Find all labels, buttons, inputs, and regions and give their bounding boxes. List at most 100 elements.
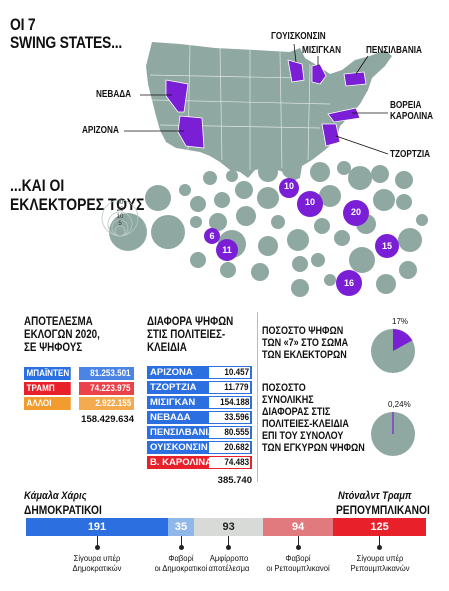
legend-text: Αμφίρροπο αποτέλεσμα bbox=[193, 553, 265, 573]
bubble-swing-6 bbox=[375, 234, 399, 258]
legend-dot bbox=[377, 545, 383, 550]
legend-tick bbox=[379, 536, 381, 546]
state-bubbles bbox=[109, 161, 428, 297]
results-row-fill bbox=[79, 382, 134, 395]
diff-row-value: 33.596 bbox=[224, 412, 249, 423]
bubble-label-2: 10 bbox=[304, 197, 315, 207]
diff-row-value: 80.555 bbox=[224, 427, 249, 438]
diff-row-value: 154.188 bbox=[219, 397, 249, 408]
pennsylvania-shape bbox=[343, 71, 367, 87]
legend-line: Αμφίρροπο bbox=[209, 553, 248, 563]
scale-legend-labels: 40 20 10 5 bbox=[116, 200, 124, 227]
dem-candidate-name: Κάμαλα Χάρις bbox=[24, 490, 87, 502]
legend-line: οι Ρεπουμπλικανοί bbox=[266, 563, 330, 573]
legend-line: Φαβορί bbox=[285, 553, 311, 563]
diff-row-value-box bbox=[209, 457, 250, 468]
diff-row-value-box bbox=[209, 397, 250, 408]
pie1-text: ΠΟΣΟΣΤΟ ΨΗΦΩΝ ΤΩΝ «7» ΣΤΟ ΣΩΜΑ ΤΩΝ ΕΚΛΕΚ… bbox=[262, 325, 349, 361]
diff-row: ΠΕΝΣΙΛΒΑΝΙΑ 80.555 bbox=[147, 426, 252, 439]
wisconsin-shape bbox=[287, 59, 305, 83]
pie1-percent: 17% bbox=[392, 317, 409, 326]
electoral-bar-segment: 94 bbox=[263, 518, 334, 536]
wisconsin-leader bbox=[293, 43, 297, 63]
diff-row-value-box bbox=[209, 427, 250, 438]
results-heading: ΑΠΟΤΕΛΕΣΜΑ ΕΚΛΟΓΩΝ 2020, ΣΕ ΨΗΦΟΥΣ bbox=[24, 314, 100, 354]
dem-party-label: ΔΗΜΟΚΡΑΤΙΚΟΙ bbox=[24, 503, 102, 517]
diff-row-value-box bbox=[209, 367, 250, 378]
legend-text: Σίγουρα υπέρ Δημοκρατικών bbox=[61, 553, 133, 573]
georgia-leader bbox=[335, 135, 389, 155]
legend-dot bbox=[178, 545, 184, 550]
diff-row-value: 20.682 bbox=[224, 442, 249, 453]
results-row-value: 81.253.501 bbox=[90, 368, 131, 379]
legend-line: οι Δημοκρατικοί bbox=[154, 563, 208, 573]
georgia-label: ΤΖΟΡΤΖΙΑ bbox=[390, 149, 431, 160]
electoral-bar-segment: 93 bbox=[194, 518, 264, 536]
legend-dot bbox=[226, 545, 232, 550]
wisconsin-label: ΓΟΥΙΣΚΟΝΣΙΝ bbox=[271, 31, 326, 42]
legend-tick bbox=[96, 536, 98, 546]
north-carolina-shape bbox=[327, 107, 361, 123]
page-title: ΟΙ 7 SWING STATES... bbox=[10, 15, 122, 52]
results-total: 158.429.634 bbox=[81, 414, 134, 425]
rep-party-label: ΡΕΠΟΥΜΠΛΙΚΑΝΟΙ bbox=[336, 503, 430, 517]
bubble-label-4: 6 bbox=[209, 231, 215, 241]
results-row-fill bbox=[79, 367, 134, 380]
legend-tick bbox=[228, 536, 230, 546]
diff-row: ΝΕΒΑΔΑ 33.596 bbox=[147, 411, 252, 424]
pie2-chart bbox=[371, 412, 415, 456]
results-row: ΑΛΛΟΙ 2.922.155 bbox=[24, 397, 134, 410]
pennsylvania-leader bbox=[355, 55, 369, 75]
bubble-swing-1 bbox=[279, 178, 299, 198]
bubble-label-6: 15 bbox=[381, 241, 392, 251]
legend-dot bbox=[94, 545, 100, 550]
legend-text: Φαβορί οι Δημοκρατικοί bbox=[145, 553, 217, 573]
results-row-value: 74.223.975 bbox=[90, 383, 131, 394]
pie1-chart bbox=[371, 329, 415, 373]
diff-row: ΜΙΣΙΓΚΑΝ 154.188 bbox=[147, 396, 252, 409]
rep-candidate-name: Ντόναλντ Τραμπ bbox=[338, 490, 412, 502]
legend-text: Σίγουρα υπέρ Ρεπουμπλικανών bbox=[344, 553, 416, 573]
bubble-swing-7 bbox=[336, 270, 362, 296]
bubble-swing-5 bbox=[216, 239, 238, 261]
diff-heading: ΔΙΑΦΟΡΑ ΨΗΦΩΝ ΣΤΙΣ ΠΟΛΙΤΕΙΕΣ- ΚΛΕΙΔΙΑ bbox=[147, 314, 234, 354]
legend-tick bbox=[297, 536, 299, 546]
bubble-swing-4 bbox=[204, 228, 220, 244]
diff-row: ΤΖΟΡΤΖΙΑ 11.779 bbox=[147, 381, 252, 394]
results-row-label: ΜΠΑΪΝΤΕΝ bbox=[24, 367, 71, 380]
legend-line: Δημοκρατικών bbox=[72, 563, 122, 573]
diff-total: 385.740 bbox=[217, 475, 252, 486]
legend-text: Φαβορί οι Ρεπουμπλικανοί bbox=[262, 553, 334, 573]
diff-row-value: 74.483 bbox=[224, 457, 249, 468]
arizona-shape bbox=[177, 115, 205, 149]
results-row: ΜΠΑΪΝΤΕΝ 81.253.501 bbox=[24, 367, 134, 380]
nevada-shape bbox=[165, 79, 189, 113]
georgia-shape bbox=[321, 123, 341, 147]
results-row-value: 2.922.155 bbox=[95, 398, 131, 409]
electoral-bar-segment: 191 bbox=[26, 518, 168, 536]
nevada-label: ΝΕΒΑΔΑ bbox=[96, 89, 132, 100]
north-carolina-label: ΒΟΡΕΙΑ ΚΑΡΟΛΙΝΑ bbox=[390, 100, 434, 122]
diff-row-value: 11.779 bbox=[224, 382, 249, 393]
bubble-label-7: 16 bbox=[343, 278, 354, 288]
electoral-bar-segment: 125 bbox=[333, 518, 426, 536]
diff-row-value-box bbox=[209, 382, 250, 393]
arizona-label: ΑΡΙΖΟΝΑ bbox=[82, 125, 119, 136]
diff-row: Β. ΚΑΡΟΛΙΝΑ 74.483 bbox=[147, 456, 252, 469]
michigan-shape bbox=[311, 63, 327, 85]
electoral-bar-segment: 35 bbox=[168, 518, 195, 536]
legend-line: Σίγουρα υπέρ bbox=[356, 553, 403, 563]
pie2-text: ΠΟΣΟΣΤΟ ΣΥΝΟΛΙΚΗΣ ΔΙΑΦΟΡΑΣ ΣΤΙΣ ΠΟΛΙΤΕΙΕ… bbox=[262, 382, 365, 454]
vertical-divider bbox=[257, 312, 258, 482]
legend-dot bbox=[295, 545, 301, 550]
diff-row-value: 10.457 bbox=[224, 367, 249, 378]
bubble-label-3: 20 bbox=[350, 207, 361, 217]
results-row-label: ΤΡΑΜΠ bbox=[24, 382, 71, 395]
results-row: ΤΡΑΜΠ 74.223.975 bbox=[24, 382, 134, 395]
bubble-label-1: 10 bbox=[283, 181, 294, 191]
bubble-label-5: 11 bbox=[222, 245, 232, 255]
diff-row-value-box bbox=[209, 442, 250, 453]
scale-legend-circles bbox=[101, 199, 139, 237]
legend-line: Σίγουρα υπέρ bbox=[73, 553, 121, 563]
legend-line: Ρεπουμπλικανών bbox=[349, 563, 410, 573]
